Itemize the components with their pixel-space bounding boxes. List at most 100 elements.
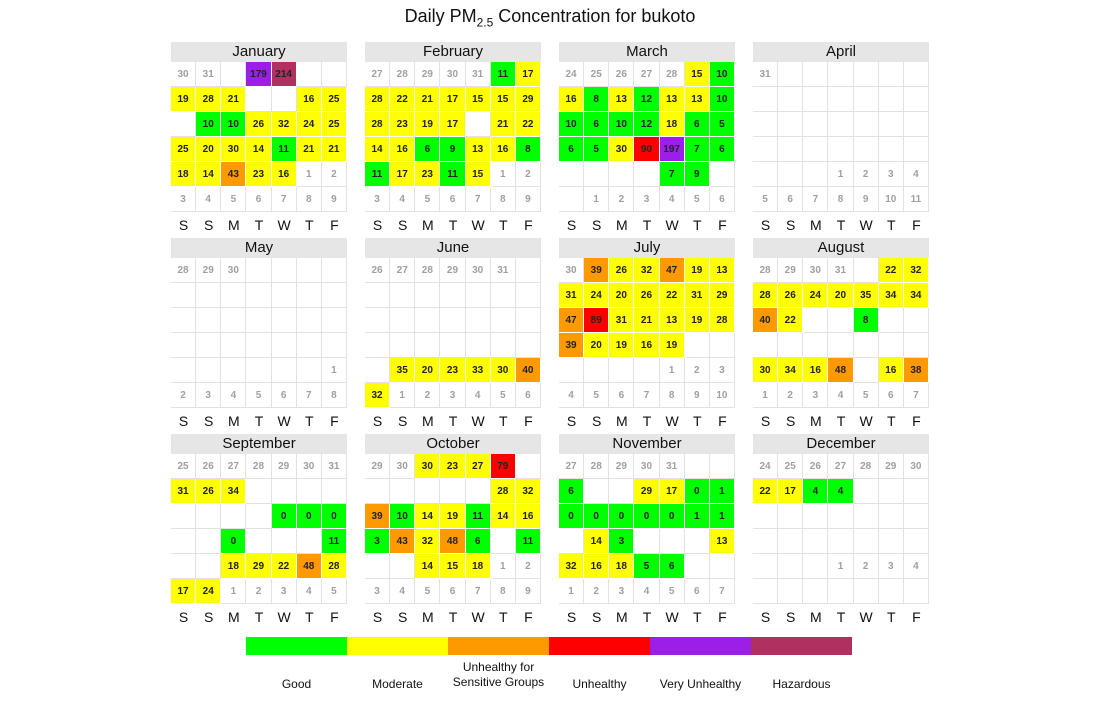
month-panel-june: June 26 27 28 29 30 31 35 20 23 33 30 40 32 1 2 3 4 5 6 S S M T… (365, 238, 541, 430)
weekday-label: T (836, 609, 846, 625)
day-cell: 21 (490, 112, 516, 137)
month-panel-march: March 24 25 26 27 28 15 10 16 8 13 12 13 13 10 10 6 10 12 1… (559, 42, 735, 234)
empty-day-cell (828, 62, 854, 87)
empty-day-cell (709, 554, 735, 579)
outside-day-cell: 31 (196, 62, 222, 87)
empty-day-cell (440, 479, 466, 504)
outside-day-cell: 10 (709, 383, 735, 408)
day-cell: 13 (659, 308, 685, 333)
weekday-label: T (254, 609, 264, 625)
empty-day-cell (753, 87, 779, 112)
day-cell: 13 (465, 137, 491, 162)
outside-day-cell: 29 (415, 62, 441, 87)
empty-day-cell (365, 554, 391, 579)
day-cell: 24 (584, 283, 610, 308)
day-cell: 6 (709, 137, 735, 162)
empty-day-cell (853, 112, 879, 137)
empty-day-cell (271, 358, 297, 383)
empty-day-cell (634, 162, 660, 187)
empty-day-cell (490, 529, 516, 554)
month-panel-january: January 30 31 179 214 19 28 21 16 25 10 10 26 32 24 25 2… (171, 42, 347, 234)
empty-day-cell (465, 479, 491, 504)
empty-day-cell (803, 162, 829, 187)
day-cell: 90 (634, 137, 660, 162)
day-cell: 13 (709, 529, 735, 554)
legend: Good Moderate Unhealthy for Sensitive Group… (246, 637, 852, 691)
empty-day-cell (903, 112, 929, 137)
outside-day-cell: 6 (440, 187, 466, 212)
empty-day-cell (296, 308, 322, 333)
outside-day-cell: 27 (559, 454, 585, 479)
day-cell: 28 (321, 554, 347, 579)
empty-day-cell (778, 579, 804, 604)
empty-day-cell (659, 529, 685, 554)
weekday-label: M (228, 609, 240, 625)
outside-day-cell: 9 (515, 187, 541, 212)
empty-day-cell (196, 504, 222, 529)
month-grid: 26 27 28 29 30 31 35 20 23 33 30 40 32 1 2 3 4 5 6 (365, 258, 541, 408)
outside-day-cell: 1 (659, 358, 685, 383)
empty-day-cell (296, 333, 322, 358)
empty-day-cell (778, 62, 804, 87)
outside-day-cell: 6 (778, 187, 804, 212)
day-cell: 32 (903, 258, 929, 283)
day-cell: 17 (390, 162, 416, 187)
month-header: March (559, 42, 735, 62)
empty-day-cell (296, 62, 322, 87)
empty-day-cell (584, 479, 610, 504)
empty-day-cell (490, 333, 516, 358)
day-cell: 48 (828, 358, 854, 383)
outside-day-cell: 27 (828, 454, 854, 479)
month-header: September (171, 434, 347, 454)
day-cell: 0 (296, 504, 322, 529)
empty-day-cell (878, 308, 904, 333)
day-cell: 31 (559, 283, 585, 308)
day-cell: 24 (296, 112, 322, 137)
day-cell: 10 (196, 112, 222, 137)
outside-day-cell: 28 (415, 258, 441, 283)
empty-day-cell (246, 529, 272, 554)
weekday-label: T (886, 609, 896, 625)
legend-swatch (347, 637, 448, 655)
month-header: February (365, 42, 541, 62)
day-cell: 30 (221, 137, 247, 162)
outside-day-cell: 7 (634, 383, 660, 408)
day-cell: 9 (684, 162, 710, 187)
empty-day-cell (684, 454, 710, 479)
month-header: July (559, 238, 735, 258)
outside-day-cell: 8 (490, 579, 516, 604)
day-cell: 10 (709, 62, 735, 87)
empty-day-cell (559, 529, 585, 554)
empty-day-cell (709, 333, 735, 358)
day-cell: 0 (271, 504, 297, 529)
day-cell: 179 (246, 62, 272, 87)
outside-day-cell: 6 (515, 383, 541, 408)
day-cell: 38 (903, 358, 929, 383)
empty-day-cell (196, 529, 222, 554)
day-cell: 5 (634, 554, 660, 579)
empty-day-cell (490, 308, 516, 333)
empty-day-cell (196, 308, 222, 333)
empty-day-cell (196, 554, 222, 579)
outside-day-cell: 29 (609, 454, 635, 479)
day-cell: 32 (271, 112, 297, 137)
empty-day-cell (296, 283, 322, 308)
empty-day-cell (778, 87, 804, 112)
outside-day-cell: 3 (709, 358, 735, 383)
day-cell: 30 (753, 358, 779, 383)
empty-day-cell (778, 162, 804, 187)
outside-day-cell: 2 (515, 554, 541, 579)
day-cell: 8 (584, 87, 610, 112)
empty-day-cell (903, 333, 929, 358)
outside-day-cell: 31 (465, 62, 491, 87)
day-cell: 15 (440, 554, 466, 579)
empty-day-cell (584, 358, 610, 383)
weekday-label: W (665, 609, 679, 625)
outside-day-cell: 5 (321, 579, 347, 604)
empty-day-cell (171, 504, 197, 529)
empty-day-cell (221, 308, 247, 333)
weekday-label: T (836, 217, 846, 233)
outside-day-cell: 28 (246, 454, 272, 479)
empty-day-cell (221, 333, 247, 358)
